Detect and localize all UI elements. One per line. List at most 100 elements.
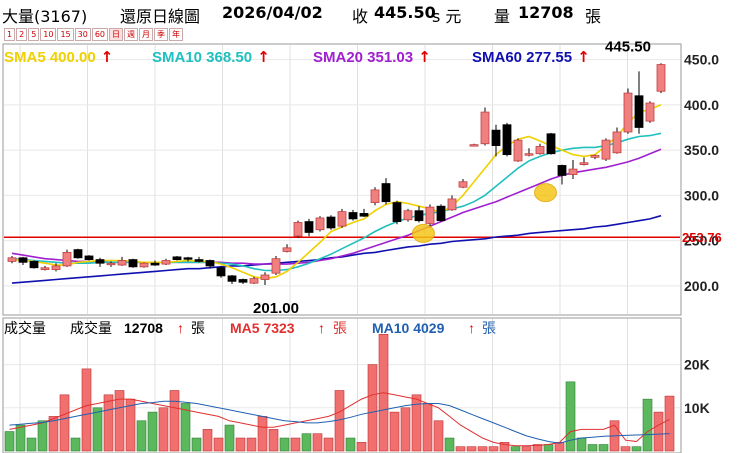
timeframe-button[interactable]: 日: [109, 28, 124, 41]
volume-bar: [59, 394, 70, 452]
candle-body: [370, 189, 380, 203]
candle-body: [117, 260, 127, 266]
candle-body: [18, 257, 28, 263]
candle-body: [601, 139, 611, 160]
volume-bar: [246, 437, 257, 452]
candle-body: [315, 217, 325, 231]
price-tick-label: 250.0: [684, 233, 719, 249]
candle-body: [392, 202, 402, 222]
axis-labels: 450.0 400.0 350.0 300.0 250.0 200.0 20K 10K 253.…: [682, 52, 722, 416]
candle-body: [557, 165, 567, 176]
volume-bar: [15, 424, 26, 452]
candle-body: [381, 183, 391, 203]
sma-lines: [11, 104, 662, 284]
candle-body: [480, 111, 490, 145]
up-arrow-icon: ↑: [577, 48, 590, 66]
volume-bar: [411, 394, 422, 452]
price-tick-label: 300.0: [684, 187, 719, 203]
candle-body: [546, 133, 556, 155]
vol-ma5-unit: 張: [333, 320, 347, 336]
up-arrow-icon: ↑: [177, 320, 184, 336]
up-arrow-icon: ↑: [418, 48, 431, 66]
volume-bar: [213, 437, 224, 452]
volume-bar: [290, 437, 301, 452]
volume-bar: [488, 446, 499, 452]
volume-bar: [257, 416, 268, 452]
timeframe-button[interactable]: 30: [74, 28, 91, 41]
candle-body: [590, 155, 600, 158]
volume-bar: [532, 444, 543, 452]
timeframe-button[interactable]: 15: [57, 28, 74, 41]
timeframe-button[interactable]: 週: [124, 28, 139, 41]
candle-body: [161, 260, 171, 265]
volume-bar: [268, 429, 279, 452]
volume-panel-title: 成交量: [4, 320, 46, 336]
vol-ma5-label: MA5 7323: [230, 320, 295, 336]
volume-bar: [543, 444, 554, 452]
timeframe-button[interactable]: 60: [91, 28, 109, 41]
candle-body: [634, 95, 644, 128]
volume-tick-label: 20K: [684, 357, 710, 373]
sma60-line: [11, 214, 662, 284]
candle-body: [524, 153, 534, 156]
volume-bar: [235, 437, 246, 452]
candle-body: [645, 102, 655, 122]
timeframe-button[interactable]: 季: [154, 28, 169, 41]
timeframe-button[interactable]: 2: [16, 28, 28, 41]
volume-bar: [631, 446, 642, 452]
candle-body: [436, 205, 446, 222]
up-arrow-icon: ↑: [318, 320, 325, 336]
candle-body: [227, 275, 237, 282]
timeframe-button[interactable]: 10: [40, 28, 57, 41]
volume-bar: [191, 437, 202, 452]
volume-value: 12708: [518, 3, 574, 22]
candle-body: [271, 258, 281, 274]
candle-body: [326, 216, 336, 229]
volume-bar: [4, 431, 15, 452]
candle-body: [348, 212, 358, 220]
sma5-line: [11, 104, 662, 280]
volume-bar: [642, 398, 653, 452]
timeframe-button[interactable]: 1: [4, 28, 16, 41]
volume-bar: [81, 368, 92, 452]
timeframe-button[interactable]: 5: [28, 28, 40, 41]
timeframe-button[interactable]: 月: [139, 28, 154, 41]
price-tick-label: 450.0: [684, 52, 719, 68]
volume-bar: [422, 403, 433, 452]
volume-bar: [400, 407, 411, 452]
volume-label: 量: [494, 7, 511, 26]
candle-body: [128, 259, 138, 268]
volume-bar: [653, 411, 664, 452]
candle-body: [623, 92, 633, 133]
candle-body: [502, 124, 512, 156]
volume-bar: [158, 407, 169, 452]
timeframe-button[interactable]: 年: [169, 28, 184, 41]
volume-ma-lines: [9, 392, 670, 447]
volume-bar: [70, 437, 81, 452]
price-tick-label: 200.0: [684, 278, 719, 294]
volume-legend: 成交量 成交量 12708 ↑ 張 MA5 7323 ↑ 張 MA10 4029 ↑ 張: [4, 320, 496, 336]
volume-bar: [345, 437, 356, 452]
candle-body: [656, 64, 666, 92]
volume-bar: [169, 390, 180, 452]
close-value: 445.50: [374, 3, 436, 22]
close-label: 收: [352, 7, 369, 26]
candle-body: [469, 144, 479, 147]
price-annotation: 201.00: [253, 300, 299, 317]
up-arrow-icon: ↑: [257, 48, 270, 66]
vol-ma5-line: [9, 392, 670, 447]
volume-tick-label: 10K: [684, 400, 710, 416]
candle-body: [40, 267, 50, 270]
candle-body: [205, 260, 215, 267]
volume-bar: [389, 411, 400, 452]
candle-body: [458, 181, 468, 188]
price-tick-label: 400.0: [684, 97, 719, 113]
volume-bar: [598, 444, 609, 452]
volume-bar: [125, 398, 136, 452]
chart-date: 2026/04/02: [222, 3, 323, 22]
ma-legend-label: SMA20 351.03: [313, 49, 413, 66]
candle-body: [282, 247, 292, 252]
candle-body: [293, 222, 303, 237]
volume-panel-frame: [2, 317, 682, 453]
